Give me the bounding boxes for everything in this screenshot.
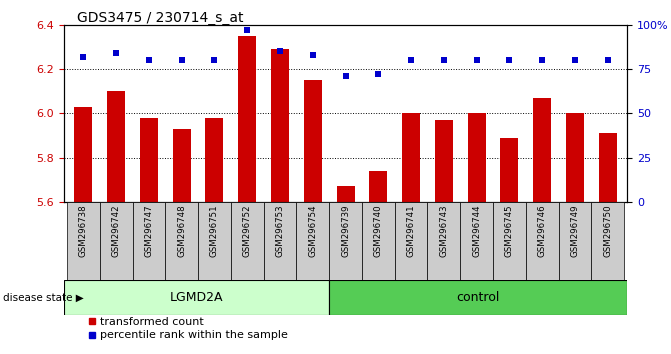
FancyBboxPatch shape: [165, 202, 198, 280]
Point: [537, 57, 548, 63]
Text: GSM296748: GSM296748: [177, 204, 187, 257]
FancyBboxPatch shape: [231, 202, 264, 280]
Bar: [599, 133, 617, 202]
FancyBboxPatch shape: [297, 202, 329, 280]
FancyBboxPatch shape: [427, 202, 460, 280]
Bar: [64, 280, 329, 315]
Text: GSM296744: GSM296744: [472, 204, 481, 257]
Point: [504, 57, 515, 63]
Bar: [402, 113, 420, 202]
Text: LGMD2A: LGMD2A: [170, 291, 223, 304]
Text: GSM296742: GSM296742: [111, 204, 121, 257]
FancyBboxPatch shape: [198, 202, 231, 280]
Bar: [533, 98, 551, 202]
Bar: [501, 138, 519, 202]
FancyBboxPatch shape: [67, 202, 100, 280]
Text: GSM296743: GSM296743: [440, 204, 448, 257]
Point: [373, 72, 384, 77]
Text: disease state ▶: disease state ▶: [3, 292, 84, 302]
FancyBboxPatch shape: [329, 202, 362, 280]
FancyBboxPatch shape: [558, 202, 591, 280]
FancyBboxPatch shape: [395, 202, 427, 280]
Point: [307, 52, 318, 58]
Text: GSM296739: GSM296739: [341, 204, 350, 257]
Text: GSM296740: GSM296740: [374, 204, 383, 257]
Bar: [238, 36, 256, 202]
Text: control: control: [456, 291, 500, 304]
Bar: [369, 171, 387, 202]
FancyBboxPatch shape: [493, 202, 526, 280]
Text: GSM296741: GSM296741: [407, 204, 415, 257]
Bar: [337, 186, 354, 202]
Point: [274, 48, 285, 54]
Text: GSM296754: GSM296754: [308, 204, 317, 257]
Point: [340, 73, 351, 79]
Point: [78, 54, 89, 59]
Bar: [566, 113, 584, 202]
FancyBboxPatch shape: [362, 202, 395, 280]
Point: [242, 27, 252, 33]
Bar: [107, 91, 125, 202]
Text: GSM296738: GSM296738: [79, 204, 88, 257]
Bar: [205, 118, 223, 202]
Point: [209, 57, 220, 63]
Text: GSM296746: GSM296746: [537, 204, 547, 257]
Point: [603, 57, 613, 63]
Point: [111, 50, 121, 56]
FancyBboxPatch shape: [591, 202, 624, 280]
Point: [439, 57, 450, 63]
Text: GSM296750: GSM296750: [603, 204, 612, 257]
Text: GDS3475 / 230714_s_at: GDS3475 / 230714_s_at: [77, 11, 244, 25]
Text: GSM296747: GSM296747: [144, 204, 154, 257]
Text: GSM296751: GSM296751: [210, 204, 219, 257]
Point: [176, 57, 187, 63]
Text: GSM296745: GSM296745: [505, 204, 514, 257]
Bar: [435, 120, 453, 202]
Bar: [304, 80, 322, 202]
Bar: [74, 107, 93, 202]
FancyBboxPatch shape: [460, 202, 493, 280]
FancyBboxPatch shape: [264, 202, 297, 280]
Point: [144, 57, 154, 63]
Text: GSM296753: GSM296753: [276, 204, 285, 257]
Point: [406, 57, 417, 63]
Point: [570, 57, 580, 63]
Bar: [271, 49, 289, 202]
FancyBboxPatch shape: [100, 202, 133, 280]
Bar: [329, 280, 627, 315]
FancyBboxPatch shape: [133, 202, 165, 280]
Text: GSM296749: GSM296749: [570, 204, 580, 257]
Legend: transformed count, percentile rank within the sample: transformed count, percentile rank withi…: [83, 313, 293, 345]
Bar: [172, 129, 191, 202]
Text: GSM296752: GSM296752: [243, 204, 252, 257]
Point: [471, 57, 482, 63]
FancyBboxPatch shape: [526, 202, 558, 280]
Bar: [140, 118, 158, 202]
Bar: [468, 113, 486, 202]
